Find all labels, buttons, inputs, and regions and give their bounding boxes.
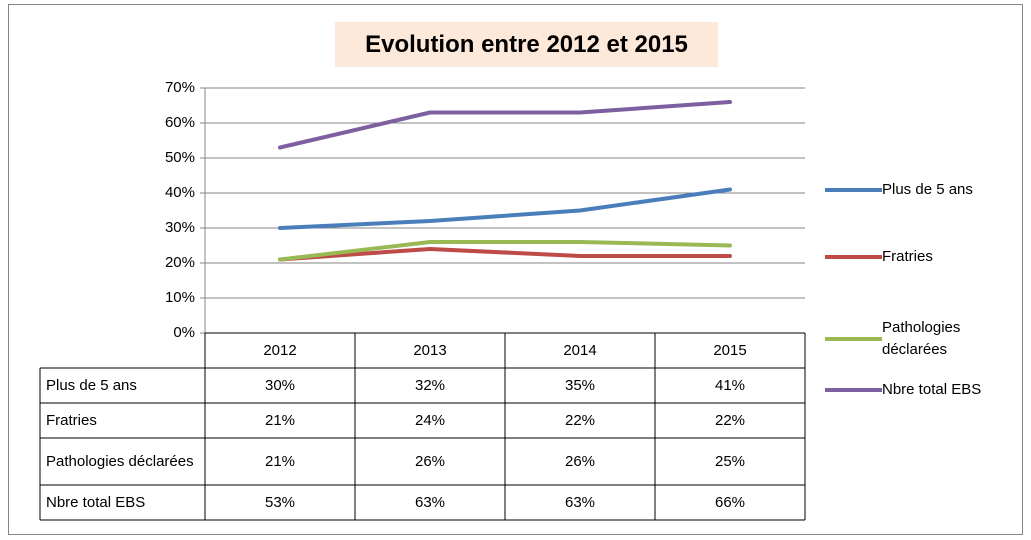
legend-label: Fratries — [882, 248, 933, 265]
legend-label: Pathologies déclarées — [882, 319, 961, 358]
legend-label: Plus de 5 ans — [882, 181, 973, 198]
series-line — [278, 247, 732, 262]
x-tick-label: 2015 — [713, 342, 747, 359]
y-tick-label: 70% — [165, 79, 195, 96]
table-value: 26% — [414, 453, 446, 470]
y-tick-label: 30% — [165, 219, 195, 236]
y-tick-label: 10% — [165, 289, 195, 306]
y-tick-label: 20% — [165, 254, 195, 271]
table-value: 22% — [564, 412, 596, 429]
table-row-label: Pathologies déclarées — [46, 453, 194, 470]
y-tick-label: 0% — [173, 324, 195, 341]
table-value: 25% — [714, 453, 746, 470]
table-value: 22% — [714, 412, 746, 429]
table-value: 41% — [714, 377, 746, 394]
legend-label: Nbre total EBS — [882, 381, 982, 398]
y-tick-label: 60% — [165, 114, 195, 131]
series-line — [278, 187, 732, 230]
table-value: 21% — [264, 453, 296, 470]
chart-border — [8, 4, 1023, 535]
table-value: 30% — [264, 377, 296, 394]
series-line — [278, 240, 732, 262]
table-value: 66% — [714, 494, 746, 511]
table-value: 35% — [564, 377, 596, 394]
table-row-label: Nbre total EBS — [46, 494, 146, 511]
table-row-label: Plus de 5 ans — [46, 377, 137, 394]
table-value: 32% — [414, 377, 446, 394]
x-tick-label: 2012 — [263, 342, 297, 359]
y-tick-label: 40% — [165, 184, 195, 201]
table-value: 21% — [264, 412, 296, 429]
table-value: 63% — [564, 494, 596, 511]
table-value: 24% — [414, 412, 446, 429]
y-tick-label: 50% — [165, 149, 195, 166]
chart-title: Evolution entre 2012 et 2015 — [335, 22, 718, 67]
table-value: 63% — [414, 494, 446, 511]
series-line — [278, 100, 732, 150]
table-value: 53% — [264, 494, 296, 511]
x-tick-label: 2014 — [563, 342, 597, 359]
table-value: 26% — [564, 453, 596, 470]
x-tick-label: 2013 — [413, 342, 447, 359]
table-row-label: Fratries — [46, 412, 97, 429]
